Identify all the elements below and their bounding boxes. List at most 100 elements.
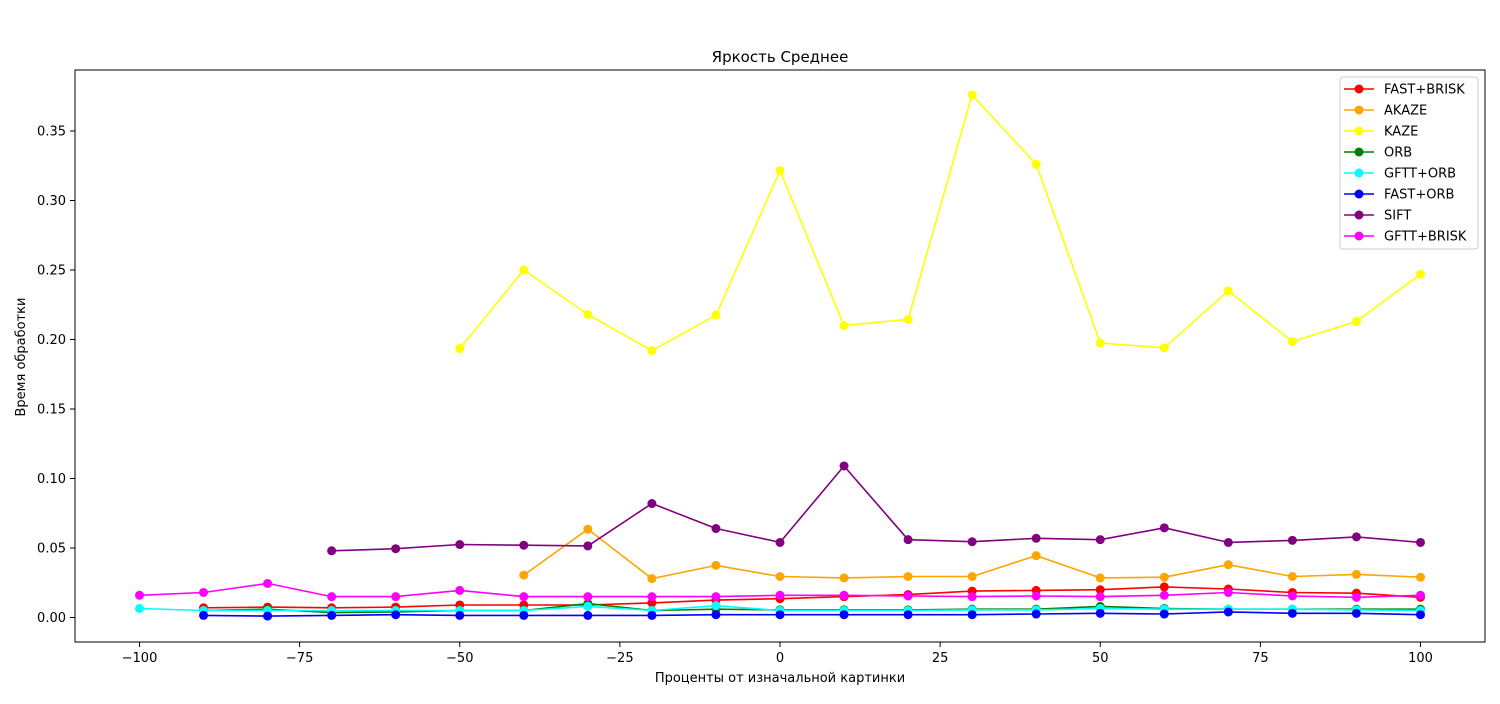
series-line-sift: [331, 465, 1421, 552]
data-point-fast-orb: [711, 610, 721, 620]
data-point-fast-orb: [455, 610, 465, 620]
data-point-akaze: [1287, 571, 1297, 581]
y-tick-label: 0.25: [37, 264, 66, 279]
data-point-sift: [1287, 535, 1297, 545]
legend-item-sift: SIFT: [1344, 209, 1411, 224]
data-point-gftt-brisk: [967, 592, 977, 602]
data-point-gftt-orb: [583, 601, 593, 611]
series-fast-orb: [199, 607, 1425, 621]
data-point-sift: [711, 524, 721, 534]
data-point-fast-orb: [1095, 608, 1105, 618]
data-point-kaze: [967, 90, 977, 100]
data-point-fast-orb: [1159, 609, 1169, 619]
x-tick-label: 0: [776, 651, 784, 666]
data-point-sift: [391, 544, 401, 554]
data-point-kaze: [519, 265, 529, 275]
legend-item-fast-brisk: FAST+BRISK: [1344, 83, 1465, 98]
chart-title: Яркость Среднее: [712, 48, 849, 66]
data-point-akaze: [1351, 569, 1361, 579]
series-akaze: [519, 524, 1425, 584]
legend-marker-fast-orb: [1354, 189, 1364, 199]
data-point-sift: [647, 499, 657, 509]
series-kaze: [455, 90, 1425, 356]
data-point-gftt-brisk: [1223, 587, 1233, 597]
legend-marker-sift: [1354, 210, 1364, 220]
legend-marker-orb: [1354, 147, 1364, 157]
data-point-sift: [839, 461, 849, 471]
data-point-kaze: [775, 166, 785, 176]
data-point-sift: [1416, 537, 1425, 547]
data-point-fast-orb: [327, 610, 337, 620]
data-point-gftt-brisk: [327, 592, 337, 602]
data-point-fast-orb: [1223, 607, 1233, 617]
data-point-akaze: [775, 571, 785, 581]
x-tick-label: 100: [1408, 651, 1433, 666]
x-tick-label: 25: [932, 651, 949, 666]
data-point-kaze: [1416, 269, 1425, 279]
y-tick-label: 0.00: [37, 611, 66, 626]
x-tick-label: −75: [286, 651, 313, 666]
data-point-gftt-orb: [135, 603, 144, 613]
data-point-fast-orb: [1287, 608, 1297, 618]
data-point-fast-orb: [519, 610, 529, 620]
x-axis-label: Проценты от изначальной картинки: [655, 671, 905, 686]
data-point-akaze: [1416, 572, 1425, 582]
legend-item-akaze: AKAZE: [1344, 104, 1427, 119]
data-point-kaze: [1031, 159, 1041, 169]
legend-item-fast-orb: FAST+ORB: [1344, 188, 1454, 203]
data-point-gftt-brisk: [583, 592, 593, 602]
data-point-gftt-brisk: [135, 590, 144, 600]
legend-marker-gftt-brisk: [1354, 231, 1364, 241]
data-point-kaze: [455, 344, 465, 354]
y-axis-label: Время обработки: [14, 298, 29, 417]
x-axis-ticks: −100 −75 −50 −25 0 25 50 75 100: [122, 642, 1433, 666]
legend: FAST+BRISK AKAZE KAZE ORB GFTT+ORB FAST+ORB SI…: [1339, 76, 1479, 250]
plot-area: −100 −75 −50 −25 0 25 50 75 1000.000.050.100.150…: [37, 69, 1486, 666]
data-point-gftt-brisk: [1031, 591, 1041, 601]
y-tick-label: 0.15: [37, 403, 66, 418]
legend-marker-kaze: [1354, 126, 1364, 136]
data-point-gftt-brisk: [647, 592, 657, 602]
data-point-gftt-brisk: [839, 590, 849, 600]
legend-box: [1339, 76, 1479, 250]
data-point-kaze: [1287, 337, 1297, 347]
x-tick-label: −50: [446, 651, 473, 666]
y-axis-ticks: 0.00 0.05 0.10 0.15 0.20 0.25 0.30 0.35: [37, 125, 75, 626]
data-point-sift: [519, 540, 529, 550]
data-point-gftt-brisk: [1159, 590, 1169, 600]
data-point-akaze: [903, 571, 913, 581]
data-point-fast-orb: [1351, 608, 1361, 618]
data-point-sift: [327, 546, 337, 556]
data-point-kaze: [647, 346, 657, 356]
series-gftt-brisk: [135, 578, 1425, 602]
legend-item-gftt-brisk: GFTT+BRISK: [1344, 230, 1467, 245]
data-point-sift: [1095, 535, 1105, 545]
legend-item-kaze: KAZE: [1344, 125, 1418, 140]
y-tick-label: 0.20: [37, 333, 66, 348]
series-sift: [327, 461, 1425, 556]
data-point-gftt-brisk: [263, 578, 273, 588]
data-point-gftt-brisk: [391, 592, 401, 602]
data-point-akaze: [839, 573, 849, 583]
x-tick-label: −100: [122, 651, 158, 666]
data-point-sift: [775, 537, 785, 547]
data-point-fast-orb: [263, 611, 273, 621]
data-point-kaze: [1351, 316, 1361, 326]
data-point-sift: [1223, 537, 1233, 547]
data-point-fast-orb: [583, 610, 593, 620]
y-tick-label: 0.10: [37, 472, 66, 487]
legend-marker-gftt-orb: [1354, 168, 1364, 178]
x-tick-label: 75: [1252, 651, 1269, 666]
data-point-fast-brisk: [647, 598, 657, 608]
data-point-kaze: [711, 310, 721, 320]
data-point-fast-orb: [1031, 609, 1041, 619]
data-point-kaze: [583, 309, 593, 319]
legend-label-akaze: AKAZE: [1384, 104, 1427, 119]
data-point-gftt-brisk: [711, 592, 721, 602]
y-tick-label: 0.35: [37, 125, 66, 140]
legend-label-fast-orb: FAST+ORB: [1384, 188, 1454, 203]
data-point-fast-orb: [839, 610, 849, 620]
data-point-fast-orb: [775, 610, 785, 620]
